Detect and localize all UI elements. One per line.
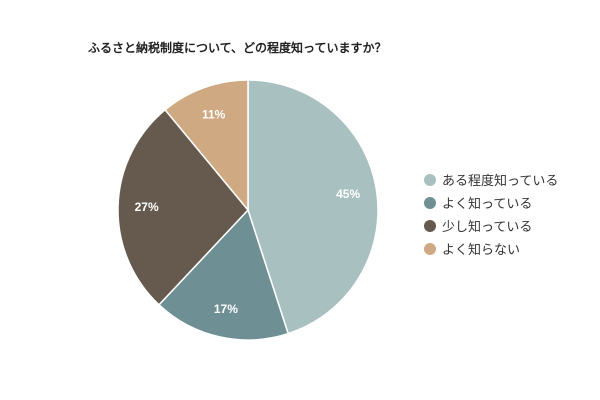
legend: ある程度知っている よく知っている 少し知っている よく知らない	[424, 168, 558, 260]
legend-item: ある程度知っている	[424, 168, 558, 191]
slice-value-label: 17%	[214, 302, 238, 316]
pie-slice	[157, 208, 290, 341]
pie-slice	[117, 108, 249, 306]
slice-value-label: 11%	[202, 108, 226, 122]
legend-item: 少し知っている	[424, 214, 558, 237]
legend-swatch-icon	[424, 196, 436, 209]
legend-item: よく知っている	[424, 191, 558, 214]
pie-slices	[117, 79, 379, 341]
pie-slice	[247, 79, 379, 335]
legend-label: よく知っている	[442, 197, 533, 212]
legend-item: よく知らない	[424, 237, 558, 260]
legend-label: ある程度知っている	[442, 174, 559, 189]
pie-slice	[164, 79, 249, 213]
chart-title: ふるさと納税制度について、どの程度知っていますか？	[88, 41, 387, 55]
pie-slice-labels: 45% 17% 27% 11%	[135, 108, 361, 316]
legend-label: 少し知っている	[442, 220, 533, 235]
slice-value-label: 45%	[336, 187, 360, 201]
legend-swatch-icon	[424, 173, 436, 186]
legend-swatch-icon	[424, 219, 436, 232]
legend-label: よく知らない	[442, 243, 521, 258]
slice-value-label: 27%	[135, 200, 159, 214]
legend-swatch-icon	[424, 242, 436, 255]
